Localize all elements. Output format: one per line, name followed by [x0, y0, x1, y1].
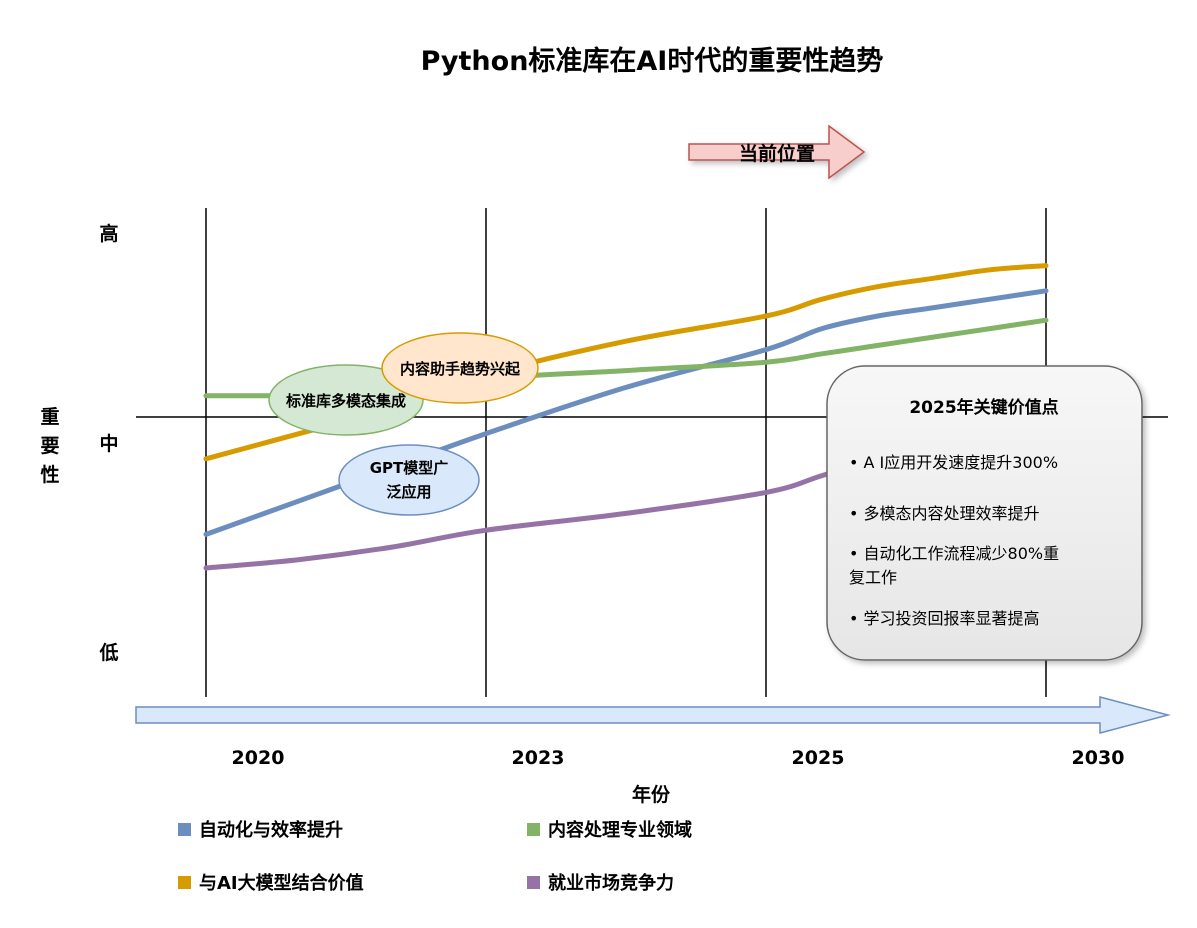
legend-swatch-0: [178, 823, 191, 836]
x-tick-2020: 2020: [232, 747, 285, 769]
key-point-4: • 学习投资回报率显著提高: [849, 609, 1040, 628]
legend-swatch-1: [527, 823, 540, 836]
y-level-high: 高: [99, 222, 118, 245]
legend-swatch-3: [527, 876, 540, 889]
key-points-box: 2025年关键价值点 • A I应用开发速度提升300% • 多模态内容处理效率…: [826, 365, 1143, 661]
annotation-gpt-text: GPT模型广泛应用: [370, 459, 449, 501]
x-tick-labels: 2020 2023 2025 2030: [232, 747, 1125, 769]
timeline-arrow: [135, 696, 1171, 734]
x-tick-2030: 2030: [1072, 747, 1125, 769]
annotation-gpt: GPT模型广泛应用: [338, 444, 480, 516]
legend-label-1: 内容处理专业领域: [548, 819, 692, 841]
chart-title: Python标准库在AI时代的重要性趋势: [421, 45, 884, 77]
key-point-3: • 自动化工作流程减少80%重复工作: [849, 544, 1059, 587]
current-position-label: 当前位置: [739, 142, 815, 165]
annotation-multimodal-text: 标准库多模态集成: [285, 392, 406, 410]
current-position-arrow: [688, 124, 866, 180]
y-axis-label: 重要性: [40, 406, 59, 486]
key-points-title: 2025年关键价值点: [909, 397, 1058, 418]
x-tick-2025: 2025: [792, 747, 845, 769]
annotation-multimodal: 标准库多模态集成: [268, 364, 424, 436]
legend-swatch-2: [178, 876, 191, 889]
legend-label-2: 与AI大模型结合价值: [199, 872, 364, 894]
y-level-low: 低: [98, 641, 118, 664]
key-point-1: • A I应用开发速度提升300%: [849, 453, 1058, 472]
x-tick-2023: 2023: [512, 747, 565, 769]
legend-label-3: 就业市场竞争力: [548, 872, 674, 894]
annotation-content-assistant-text: 内容助手趋势兴起: [400, 360, 521, 378]
legend-label-0: 自动化与效率提升: [199, 819, 343, 841]
y-level-mid: 中: [99, 432, 118, 455]
annotation-content-assistant: 内容助手趋势兴起: [381, 332, 539, 404]
key-point-2: • 多模态内容处理效率提升: [849, 504, 1040, 523]
x-axis-label: 年份: [632, 783, 671, 806]
